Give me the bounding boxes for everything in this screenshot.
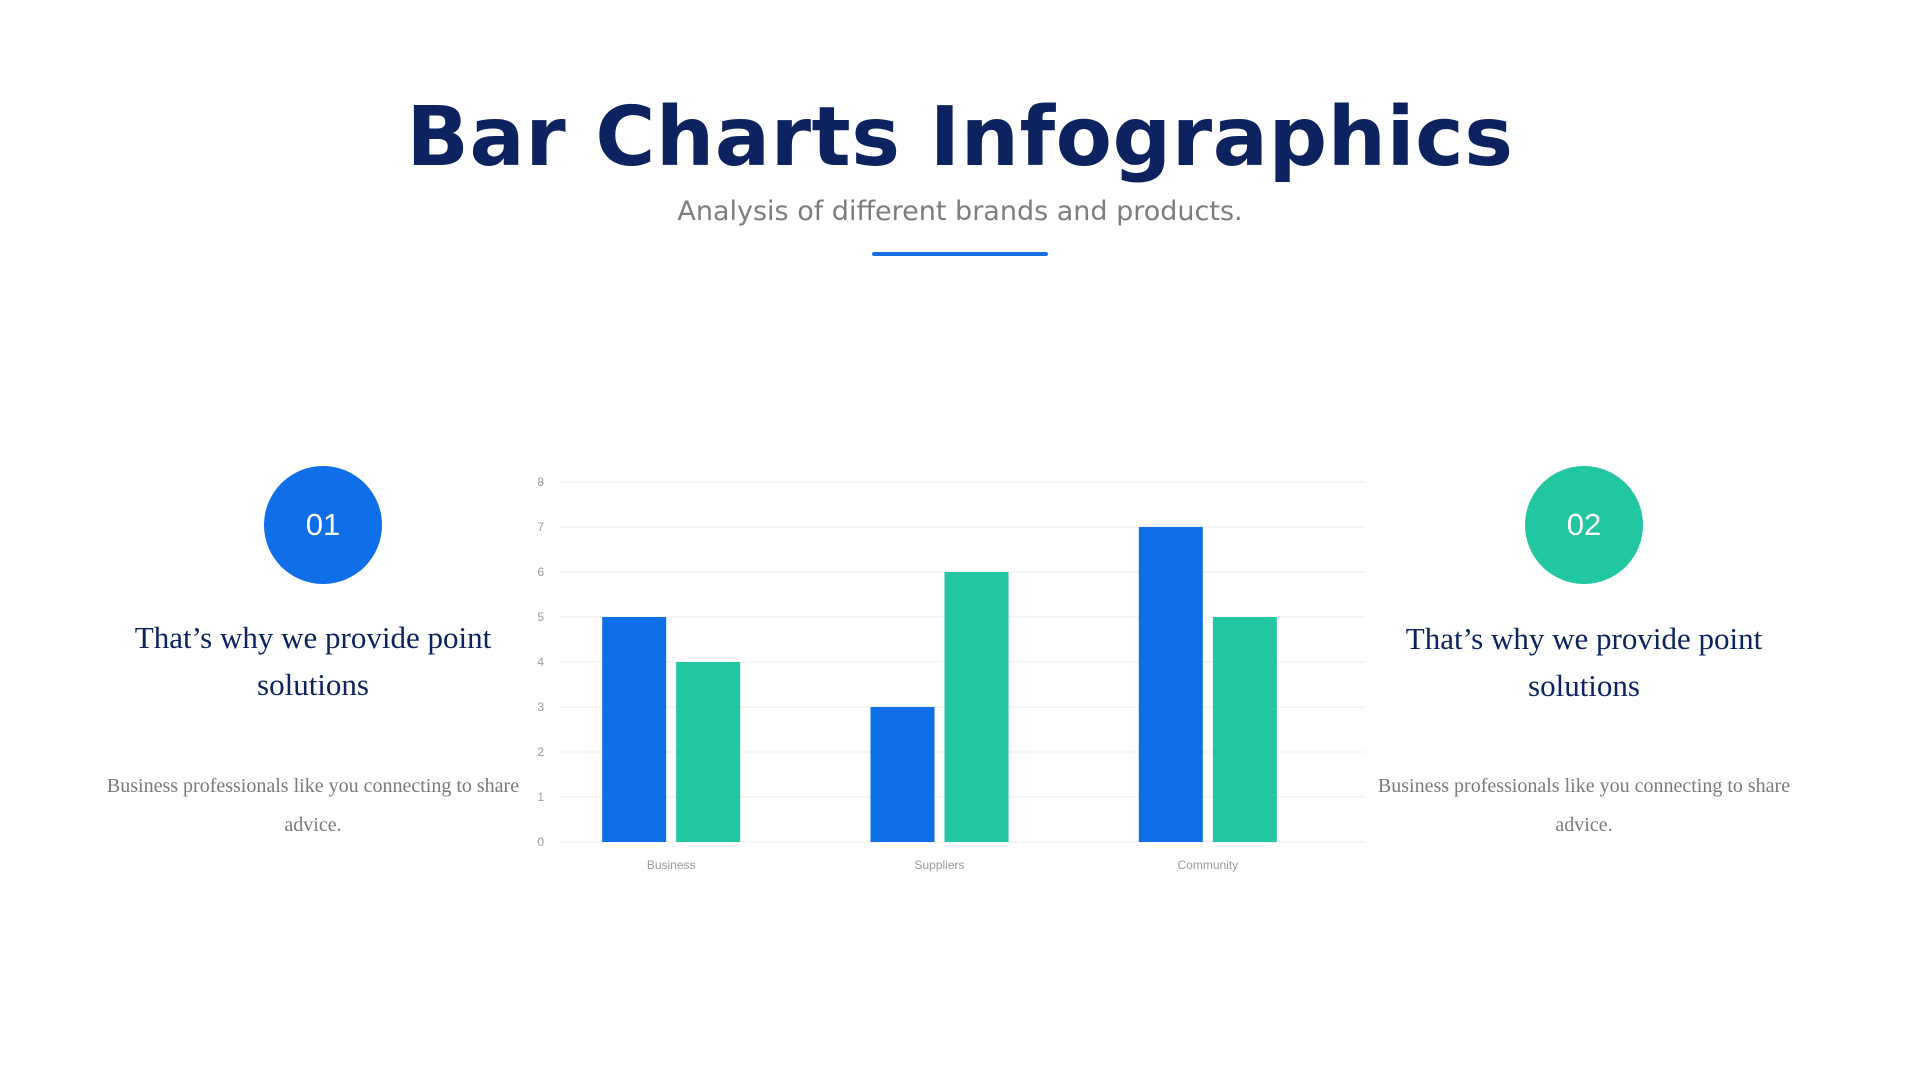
x-axis-ticks: Business Suppliers Community — [647, 858, 1238, 872]
right-heading: That’s why we provide point solutions — [1405, 621, 1763, 703]
number-badge-01: 01 — [264, 466, 382, 584]
bar-business-series-2 — [676, 662, 741, 842]
y-tick-label: 8 — [537, 475, 544, 489]
y-tick-label: 2 — [537, 745, 544, 759]
bar-community-series-2 — [1212, 617, 1277, 842]
bar-suppliers-series-1 — [870, 707, 935, 842]
bar-business-series-1 — [602, 617, 667, 842]
x-tick-label: Suppliers — [914, 858, 964, 872]
y-axis-ticks: 0 1 2 3 4 5 6 7 8 — [537, 475, 544, 849]
number-badge-02: 02 — [1525, 466, 1643, 584]
bar-community-series-1 — [1138, 527, 1203, 842]
title-divider — [872, 252, 1048, 256]
x-tick-label: Business — [647, 858, 696, 872]
right-description: Business professionals like you connecti… — [1377, 775, 1791, 836]
chart-bars — [602, 527, 1277, 842]
x-tick-label: Community — [1177, 858, 1238, 872]
y-tick-label: 5 — [537, 610, 544, 624]
y-tick-label: 7 — [537, 520, 544, 534]
y-tick-label: 4 — [537, 655, 544, 669]
y-tick-label: 6 — [537, 565, 544, 579]
y-tick-label: 1 — [537, 790, 544, 804]
left-description: Business professionals like you connecti… — [106, 775, 520, 836]
page-title: Bar Charts Infographics — [406, 90, 1514, 185]
left-heading: That’s why we provide point solutions — [134, 620, 492, 702]
page-subtitle: Analysis of different brands and product… — [677, 196, 1243, 227]
bar-chart: 0 1 2 3 4 5 6 7 8 Business Suppliers Community — [537, 475, 1365, 872]
bar-suppliers-series-2 — [944, 572, 1009, 842]
y-tick-label: 0 — [537, 835, 544, 849]
y-tick-label: 3 — [537, 700, 544, 714]
